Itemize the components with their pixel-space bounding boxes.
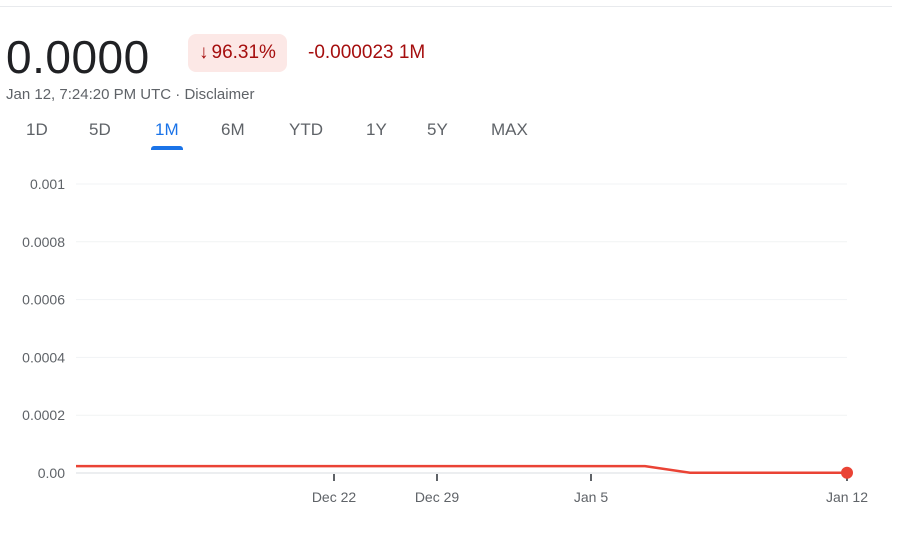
tab-6m[interactable]: 6M <box>221 120 245 139</box>
x-tick-label: Dec 29 <box>415 489 460 505</box>
x-tick-label: Jan 5 <box>574 489 608 505</box>
y-tick-label: 0.0006 <box>22 292 65 308</box>
divider <box>0 6 892 7</box>
tab-1y[interactable]: 1Y <box>366 120 387 139</box>
y-tick-label: 0.0002 <box>22 407 65 423</box>
disclaimer-link[interactable]: Disclaimer <box>184 86 255 103</box>
tab-ytd[interactable]: YTD <box>289 120 323 139</box>
price-meta: Jan 12, 7:24:20 PM UTC · Disclaimer <box>6 86 254 103</box>
tab-1d[interactable]: 1D <box>26 120 48 139</box>
y-tick-label: 0.00 <box>38 465 65 481</box>
change-percent: 96.31% <box>211 42 276 63</box>
tab-5y[interactable]: 5Y <box>427 120 448 139</box>
change-value: -0.000023 1M <box>308 42 426 63</box>
arrow-down-icon: ↓ <box>199 42 209 63</box>
timestamp: Jan 12, 7:24:20 PM UTC <box>6 86 172 103</box>
tab-1m[interactable]: 1M <box>151 120 183 150</box>
x-tick-label: Dec 22 <box>312 489 357 505</box>
separator: · <box>171 86 185 103</box>
last-price-point <box>841 466 853 479</box>
tab-5d[interactable]: 5D <box>89 120 111 139</box>
change-percent-badge: ↓ 96.31% <box>188 34 287 72</box>
x-tick-label: Jan 12 <box>826 489 868 505</box>
y-tick-label: 0.0008 <box>22 234 65 250</box>
price-line <box>76 464 847 474</box>
y-tick-label: 0.0004 <box>22 349 65 365</box>
y-tick-label: 0.001 <box>30 176 65 192</box>
current-price: 0.0000 <box>6 31 150 83</box>
tab-max[interactable]: MAX <box>491 120 528 139</box>
